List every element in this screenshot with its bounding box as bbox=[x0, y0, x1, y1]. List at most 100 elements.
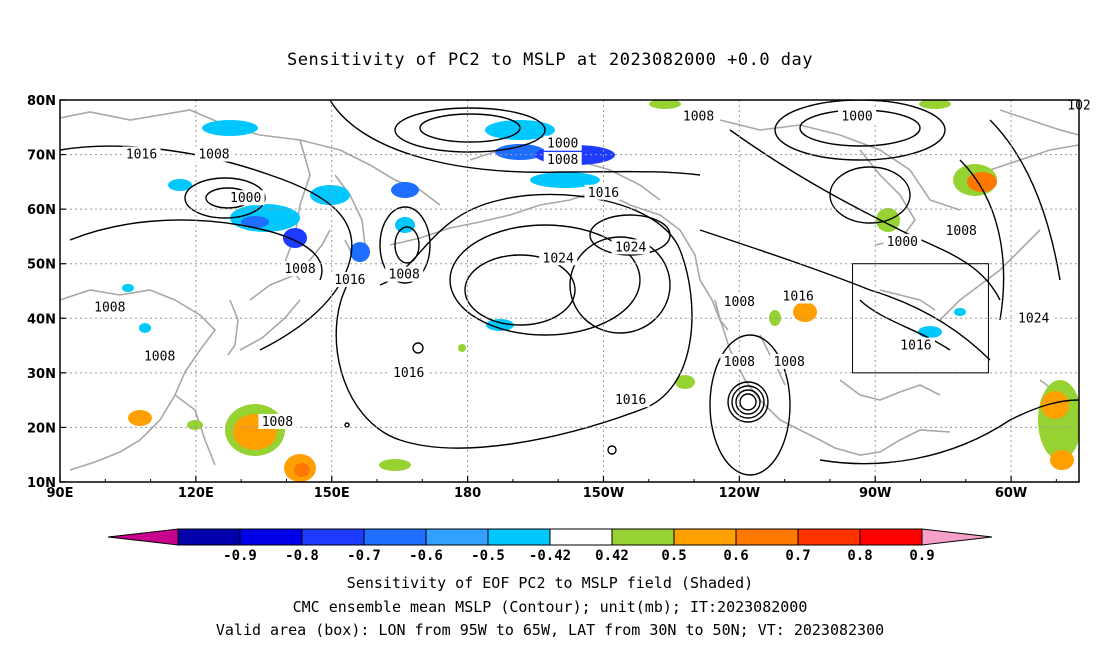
colorbar-swatch bbox=[549, 528, 613, 546]
contour-label-bg bbox=[584, 184, 623, 200]
contour-label-bg bbox=[122, 146, 161, 162]
contour-label-text: 1024 bbox=[615, 240, 646, 255]
contour-label: 1008 bbox=[258, 413, 297, 430]
contour-label-text: 1008 bbox=[773, 355, 804, 370]
colorbar-label: 0.9 bbox=[909, 548, 934, 564]
contour-label-bg bbox=[720, 353, 759, 369]
contour-label-bg bbox=[611, 392, 650, 408]
contour-label: 1008 bbox=[385, 266, 424, 283]
colorbar-label: -0.8 bbox=[285, 548, 319, 564]
contour-label-bg bbox=[90, 299, 129, 315]
contour-label-bg bbox=[883, 233, 922, 249]
colorbar: -0.9 -0.8 -0.7 -0.6 -0.5 -0.42 0.42 0.5 0.6 0.7 0.… bbox=[107, 528, 993, 564]
contour-label: 1016 bbox=[896, 337, 935, 354]
contour-label-text: 1016 bbox=[900, 339, 931, 354]
colorbar-swatch bbox=[797, 528, 861, 546]
contour-label: 1000 bbox=[543, 135, 582, 152]
contour-label: 1024 bbox=[539, 250, 578, 266]
contour-label-bg bbox=[539, 250, 578, 266]
axis-ticks: 90E 120E 150E 180 150W 120W 90W 60W 10N 20N 30N 40N… bbox=[27, 94, 1057, 501]
colorbar-label: 0.42 bbox=[595, 548, 629, 564]
colorbar-swatch bbox=[177, 528, 241, 546]
contour-label-bg bbox=[385, 266, 424, 282]
contour-label-text: 1008 bbox=[262, 415, 293, 430]
contour-label-text: 1016 bbox=[615, 393, 646, 408]
contour-label: 1008 bbox=[770, 353, 809, 370]
contour-label-text: 1008 bbox=[198, 148, 229, 163]
contour-label: 1008 bbox=[679, 108, 718, 124]
gridlines bbox=[60, 100, 1079, 482]
contour-label: 1000 bbox=[838, 108, 877, 124]
contour-label-bg bbox=[720, 293, 759, 309]
contour-label-text: 1008 bbox=[144, 349, 175, 364]
y-tick-label: 30N bbox=[27, 367, 56, 382]
colorbar-label: 0.5 bbox=[661, 548, 686, 564]
x-tick-label: 180 bbox=[454, 486, 481, 501]
contour-label-bg bbox=[389, 364, 428, 380]
contour-label-bg bbox=[611, 239, 650, 255]
colorbar-label: -0.9 bbox=[223, 548, 257, 564]
sensitivity-shading bbox=[122, 100, 1079, 482]
contour-label-text: 1000 bbox=[547, 137, 578, 152]
contour-label: 1008 bbox=[140, 348, 179, 364]
contour-label-bg bbox=[194, 146, 233, 162]
contour-label: 1000 bbox=[226, 190, 265, 206]
colorbar-swatch bbox=[735, 528, 799, 546]
y-tick-label: 80N bbox=[27, 94, 56, 109]
contour-label-text: 1024 bbox=[1018, 311, 1049, 326]
contour-label-text: 1008 bbox=[724, 355, 755, 370]
contour-label-text: 1000 bbox=[230, 191, 261, 206]
contour-label-text: 1016 bbox=[393, 366, 424, 381]
map-frame bbox=[59, 99, 1080, 483]
colorbar-label: -0.5 bbox=[471, 548, 505, 564]
contour-label-text: 1016 bbox=[334, 273, 365, 288]
contour-label: 1008 bbox=[194, 146, 233, 163]
contour-label-text: 1008 bbox=[946, 224, 977, 239]
contour-label: 1016 bbox=[389, 364, 428, 381]
x-tick-label: 150E bbox=[314, 486, 350, 501]
x-tick-label: 90W bbox=[859, 486, 891, 501]
contour-label-text: 1000 bbox=[841, 109, 872, 124]
contour-label: 1008 bbox=[942, 222, 981, 239]
colorbar-swatch bbox=[239, 528, 303, 546]
x-tick-label: 90E bbox=[47, 486, 74, 501]
colorbar-label: -0.6 bbox=[409, 548, 443, 564]
contour-label-bg bbox=[543, 135, 582, 151]
contour-label-bg bbox=[1014, 310, 1053, 326]
caption-line-3: Valid area (box): LON from 95W to 65W, L… bbox=[215, 621, 885, 639]
contour-label-text: 1024 bbox=[543, 251, 574, 266]
colorbar-label: 0.6 bbox=[723, 548, 748, 564]
x-tick-label: 120E bbox=[178, 486, 214, 501]
y-tick-label: 50N bbox=[27, 258, 56, 273]
colorbar-label: 0.7 bbox=[785, 548, 810, 564]
contour-label-bg bbox=[679, 108, 718, 124]
colorbar-swatch bbox=[859, 528, 923, 546]
contour-label: 1008 bbox=[543, 152, 582, 168]
contour-label: 1016 bbox=[779, 288, 818, 304]
contour-label-bg bbox=[330, 272, 369, 288]
contour-label: 1008 bbox=[281, 261, 320, 277]
contour-label-text: 1008 bbox=[284, 262, 315, 277]
contour-label-bg bbox=[140, 348, 179, 364]
contour-label: 1024 bbox=[1014, 310, 1053, 326]
caption-line-1: Sensitivity of EOF PC2 to MSLP field (Sh… bbox=[346, 574, 754, 592]
contour-label-text: 1000 bbox=[887, 235, 918, 250]
contour-label: 1008 bbox=[720, 353, 759, 370]
contour-label-bg bbox=[942, 222, 981, 238]
contour-label-bg bbox=[896, 337, 935, 353]
contour-label-bg bbox=[543, 152, 582, 168]
colorbar-min-triangle bbox=[107, 528, 179, 546]
contour-label: 1000 bbox=[883, 233, 922, 250]
contour-label-text: 1016 bbox=[126, 148, 157, 163]
colorbar-swatch bbox=[673, 528, 737, 546]
contour-label: 1024 bbox=[611, 239, 650, 255]
y-tick-label: 70N bbox=[27, 149, 56, 164]
contour-label: 1016 bbox=[122, 146, 161, 163]
y-tick-label: 10N bbox=[27, 476, 56, 491]
contour-label-bg bbox=[770, 353, 809, 369]
y-tick-label: 60N bbox=[27, 203, 56, 218]
colorbar-label: -0.7 bbox=[347, 548, 381, 564]
contour-label-text: 1008 bbox=[389, 268, 420, 283]
